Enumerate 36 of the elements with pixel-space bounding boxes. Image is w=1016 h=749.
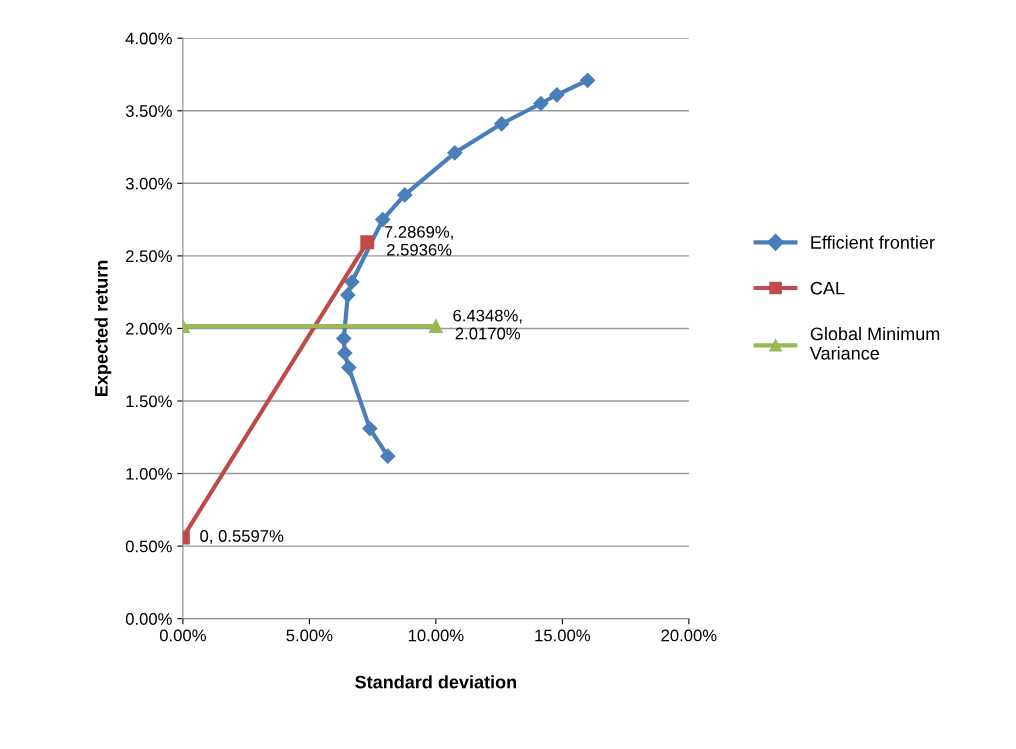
- x-tick-label: 0.00%: [159, 629, 206, 642]
- y-tick-label: 1.00%: [126, 467, 172, 480]
- y-tick-label: 4.00%: [125, 32, 172, 45]
- y-tick-label: 0.00%: [125, 613, 172, 625]
- x-tick-label: 20.00%: [661, 629, 717, 642]
- data-label: 6.4348%, 2.0170%: [453, 309, 522, 340]
- legend-label: CAL: [810, 281, 845, 295]
- point: [340, 287, 356, 303]
- point: [533, 95, 549, 112]
- x-tick-label: 15.00%: [535, 629, 591, 642]
- x-tick-label: 5.00%: [286, 629, 333, 642]
- point: [337, 345, 353, 361]
- legend-label: Efficient frontier: [811, 235, 935, 249]
- point: [397, 187, 413, 203]
- point: [580, 72, 596, 88]
- y-axis-title: Expected return: [94, 260, 112, 396]
- point: [336, 331, 352, 347]
- point: [362, 420, 378, 437]
- point: [494, 116, 510, 132]
- y-tick-label: 2.50%: [126, 250, 172, 263]
- y-tick-label: 1.50%: [126, 395, 172, 408]
- point: [549, 87, 565, 103]
- point: [447, 145, 463, 161]
- y-tick-label: 2.00%: [126, 322, 172, 335]
- point: [375, 212, 391, 228]
- point: [341, 360, 357, 376]
- legend-label: Global Minimum Variance: [809, 326, 940, 360]
- data-label: 7.2869%, 2.5936%: [384, 225, 453, 256]
- y-tick-label: 3.50%: [125, 105, 172, 117]
- point: [380, 448, 396, 464]
- point: [344, 274, 360, 290]
- data-label: 0, 0.5597%: [200, 530, 284, 544]
- y-tick-label: 0.50%: [125, 540, 172, 553]
- x-tick-label: 10.00%: [408, 629, 464, 642]
- y-tick-label: 3.00%: [125, 177, 172, 190]
- x-axis-title: Standard deviation: [355, 675, 517, 689]
